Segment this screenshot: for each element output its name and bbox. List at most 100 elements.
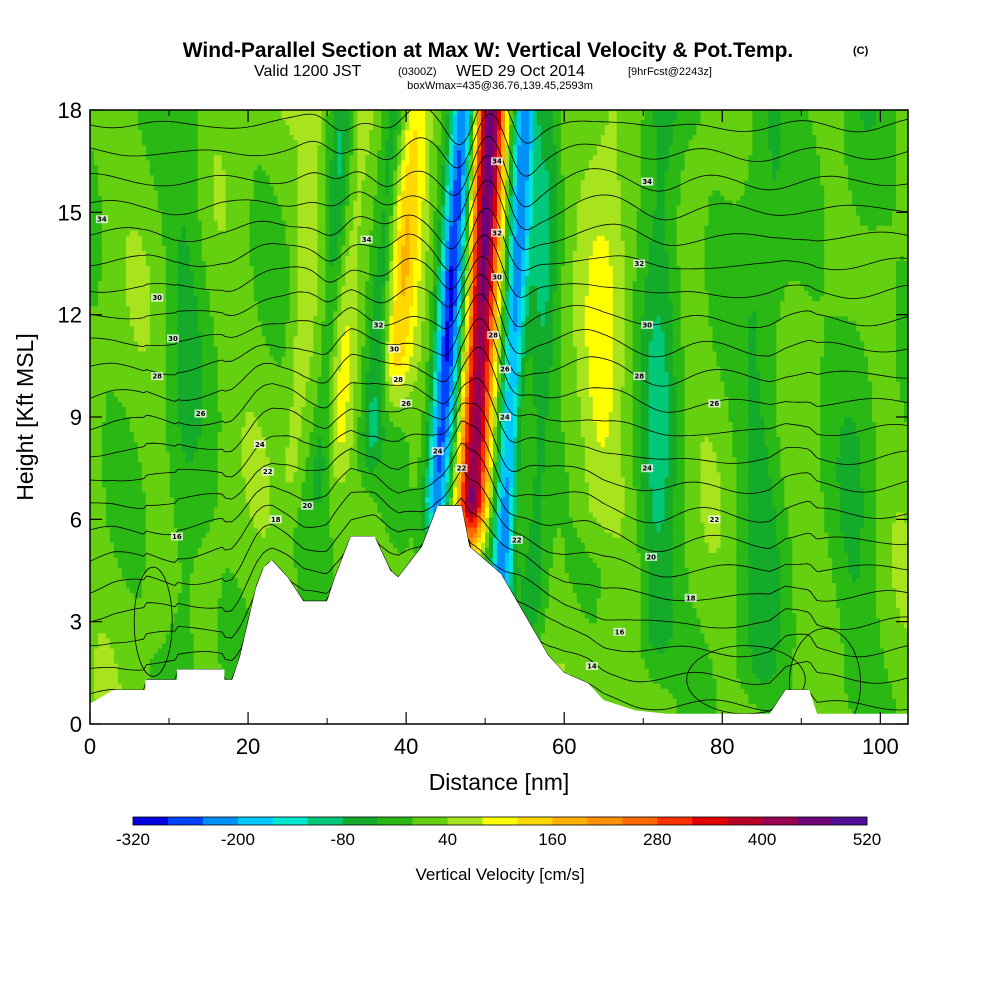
colorbar-swatch xyxy=(657,817,692,825)
contour-label-text: 22 xyxy=(512,536,522,544)
colorbar-swatch xyxy=(622,817,657,825)
y-tick-label: 15 xyxy=(58,200,82,225)
contour-label-text: 20 xyxy=(302,502,312,510)
contour-label: 32 xyxy=(633,260,645,269)
chart-subtitle-date: WED 29 Oct 2014 xyxy=(456,63,585,80)
colorbar-tick-label: 520 xyxy=(853,830,881,849)
contour-label: 16 xyxy=(171,532,183,541)
contour-label: 22 xyxy=(708,515,720,524)
contour-label-text: 32 xyxy=(492,229,502,237)
colorbar-tick-label: 160 xyxy=(538,830,566,849)
contour-label: 30 xyxy=(641,321,653,330)
contour-label: 22 xyxy=(511,536,523,545)
x-tick-label: 100 xyxy=(862,734,899,759)
contour-label: 16 xyxy=(614,628,626,637)
contour-label-text: 32 xyxy=(374,321,384,329)
contour-label: 32 xyxy=(373,321,385,330)
contour-label: 26 xyxy=(499,365,511,374)
colorbar-swatch xyxy=(762,817,797,825)
contour-label-text: 24 xyxy=(642,465,652,473)
contour-label: 26 xyxy=(400,399,412,408)
colorbar-tick-label: -200 xyxy=(221,830,255,849)
copyright-mark: (C) xyxy=(853,45,869,57)
colorbar-tick-label: 280 xyxy=(643,830,671,849)
contour-label-text: 20 xyxy=(646,553,656,561)
colorbar-swatch xyxy=(448,817,483,825)
contour-label-text: 32 xyxy=(634,260,644,268)
cross-section-chart: Wind-Parallel Section at Max W: Vertical… xyxy=(0,0,1000,1000)
contour-label: 30 xyxy=(491,273,503,282)
colorbar-label: Vertical Velocity [cm/s] xyxy=(415,865,584,884)
contour-label: 34 xyxy=(361,236,373,245)
contour-label: 24 xyxy=(432,447,444,456)
contour-label: 34 xyxy=(491,157,503,166)
colorbar-swatch xyxy=(727,817,762,825)
contour-label-text: 26 xyxy=(500,366,510,374)
colorbar-swatch xyxy=(378,817,413,825)
y-tick-label: 3 xyxy=(70,610,82,635)
contour-label: 24 xyxy=(254,440,266,449)
contour-label-text: 34 xyxy=(492,158,502,166)
contour-label-text: 28 xyxy=(634,373,644,381)
x-tick-label: 60 xyxy=(552,734,576,759)
colorbar-swatch xyxy=(308,817,343,825)
contour-label: 30 xyxy=(151,294,163,303)
contour-label-text: 28 xyxy=(488,332,498,340)
y-tick-label: 9 xyxy=(70,405,82,430)
contour-label-text: 30 xyxy=(152,294,162,302)
chart-subtitle-forecast: [9hrFcst@2243z] xyxy=(628,66,712,78)
colorbar-swatch xyxy=(797,817,832,825)
contour-label: 34 xyxy=(641,178,653,187)
colorbar-tick-label: 400 xyxy=(748,830,776,849)
contour-label-text: 34 xyxy=(362,236,372,244)
contour-label-text: 30 xyxy=(492,274,502,282)
contour-label-text: 26 xyxy=(401,400,411,408)
contour-label: 28 xyxy=(151,372,163,381)
contour-label-text: 18 xyxy=(271,516,281,524)
colorbar-swatch xyxy=(832,817,867,825)
colorbar-swatch xyxy=(343,817,378,825)
colorbar-swatch xyxy=(203,817,238,825)
contour-label: 28 xyxy=(487,331,499,340)
x-tick-label: 20 xyxy=(236,734,260,759)
contour-label-text: 24 xyxy=(433,448,443,456)
contour-label-text: 22 xyxy=(263,468,273,476)
colorbar-swatch xyxy=(413,817,448,825)
contour-label: 20 xyxy=(301,502,313,511)
contour-label-text: 28 xyxy=(393,376,403,384)
contour-label-text: 30 xyxy=(642,321,652,329)
y-tick-label: 6 xyxy=(70,507,82,532)
y-tick-label: 12 xyxy=(58,303,82,328)
contour-label: 30 xyxy=(167,335,179,344)
contour-label-text: 22 xyxy=(457,465,467,473)
colorbar-swatch xyxy=(168,817,203,825)
contour-label: 18 xyxy=(270,515,282,524)
colorbar-swatch xyxy=(587,817,622,825)
contour-label-text: 24 xyxy=(255,441,265,449)
contour-label: 26 xyxy=(195,410,207,419)
colorbar-swatch xyxy=(483,817,518,825)
contour-label-text: 16 xyxy=(172,533,182,541)
y-axis-label: Height [Kft MSL] xyxy=(12,333,38,500)
contour-label: 18 xyxy=(685,594,697,603)
contour-label: 14 xyxy=(586,662,598,671)
contour-label: 24 xyxy=(641,464,653,473)
contour-label-text: 26 xyxy=(710,400,720,408)
contour-label: 32 xyxy=(491,229,503,238)
colorbar-tick-label: -80 xyxy=(330,830,355,849)
contour-label: 22 xyxy=(456,464,468,473)
chart-subtitle-boxmax: boxWmax=435@36.76,139.45,2593m xyxy=(407,80,593,92)
y-tick-label: 0 xyxy=(70,712,82,737)
colorbar-swatch xyxy=(517,817,552,825)
x-tick-label: 80 xyxy=(710,734,734,759)
colorbar-swatch xyxy=(552,817,587,825)
colorbar-swatch xyxy=(273,817,308,825)
contour-label: 28 xyxy=(633,372,645,381)
contour-label-text: 30 xyxy=(168,335,178,343)
contour-label: 30 xyxy=(388,345,400,354)
x-tick-label: 40 xyxy=(394,734,418,759)
contour-label-text: 26 xyxy=(196,410,206,418)
y-tick-label: 18 xyxy=(58,98,82,123)
contour-label: 34 xyxy=(96,215,108,224)
contour-label: 24 xyxy=(499,413,511,422)
